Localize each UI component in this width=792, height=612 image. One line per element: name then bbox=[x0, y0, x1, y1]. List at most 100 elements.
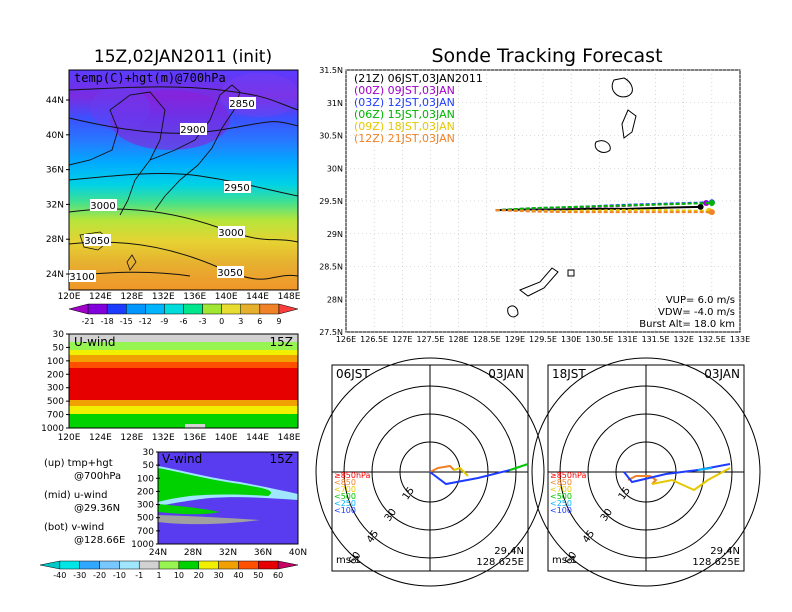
hodograph-trace bbox=[453, 466, 469, 477]
x-tick-label: 36N bbox=[254, 548, 272, 558]
x-tick-label: 144E bbox=[246, 292, 269, 302]
hodograph-trace bbox=[429, 464, 455, 473]
v-wind-panel bbox=[158, 452, 298, 544]
y-tick-label: 29.5N bbox=[319, 197, 343, 206]
note-bot: (bot) v-wind bbox=[44, 522, 104, 533]
level-legend-entry: <500 bbox=[334, 492, 356, 501]
y-tick-label: 50 bbox=[53, 343, 65, 353]
y-tick-label: 27.5N bbox=[319, 328, 343, 337]
x-tick-label: 120E bbox=[58, 433, 81, 443]
y-tick-label: 30N bbox=[327, 164, 343, 173]
x-tick-label: 128E bbox=[448, 335, 468, 344]
x-tick-label: 124E bbox=[89, 292, 112, 302]
x-tick-label: 128E bbox=[120, 292, 143, 302]
y-tick-label: 30 bbox=[143, 448, 155, 458]
colorbar-swatch bbox=[164, 303, 184, 315]
hodograph-time: 18JST bbox=[552, 367, 586, 381]
u-wind-title: U-wind bbox=[74, 335, 115, 349]
wind-colorbar-swatch bbox=[79, 560, 100, 570]
wind-colorbar-swatch bbox=[158, 560, 180, 570]
y-tick-label: 200 bbox=[47, 370, 64, 380]
x-tick-label: 126E bbox=[336, 335, 356, 344]
track-endpoint bbox=[708, 199, 715, 206]
hodograph-ring bbox=[315, 357, 545, 587]
note-mid-level: @29.36N bbox=[74, 503, 120, 514]
wind-colorbar-tick-label: -20 bbox=[93, 571, 106, 580]
y-tick-label: 300 bbox=[47, 384, 64, 394]
wind-colorbar-tick-label: 50 bbox=[253, 571, 263, 580]
colorbar-tick-label: -9 bbox=[160, 317, 168, 326]
level-legend-entry: <250 bbox=[550, 499, 572, 508]
y-tick-label: 28N bbox=[327, 295, 343, 304]
note-up-level: @700hPa bbox=[74, 471, 121, 482]
u-wind-time: 15Z bbox=[270, 335, 294, 349]
x-tick-label: 120E bbox=[58, 292, 81, 302]
level-legend-entry: <250 bbox=[334, 499, 356, 508]
contour-label: 3100 bbox=[69, 272, 94, 283]
y-tick-label: 1000 bbox=[41, 424, 64, 434]
contour-label: 3050 bbox=[84, 236, 109, 247]
colorbar-swatch bbox=[202, 303, 222, 315]
legend-entry: (06Z) 15JST,03JAN bbox=[354, 108, 455, 121]
legend-entry: (09Z) 18JST,03JAN bbox=[354, 120, 455, 133]
colorbar-swatch bbox=[145, 303, 165, 315]
hodograph-date: 03JAN bbox=[488, 367, 524, 381]
y-tick-label: 50 bbox=[143, 461, 155, 471]
x-tick-label: 124E bbox=[89, 433, 112, 443]
x-tick-label: 136E bbox=[183, 292, 206, 302]
x-tick-label: 148E bbox=[278, 292, 301, 302]
contour-label: 3000 bbox=[90, 201, 115, 212]
colorbar-swatch bbox=[126, 303, 146, 315]
legend-entry: (21Z) 06JST,03JAN2011 bbox=[354, 72, 483, 85]
y-tick-label: 30 bbox=[53, 330, 65, 340]
x-tick-label: 127.5E bbox=[416, 335, 444, 344]
y-tick-label: 30.5N bbox=[319, 132, 343, 141]
colorbar-swatch bbox=[221, 303, 241, 315]
y-tick-label: 28.5N bbox=[319, 263, 343, 272]
hodograph-ring bbox=[531, 357, 761, 587]
y-tick-label: 1000 bbox=[131, 540, 154, 550]
y-tick-label: 36N bbox=[46, 166, 64, 176]
colorbar-tick-label: -6 bbox=[180, 317, 188, 326]
wind-colorbar-swatch bbox=[39, 560, 61, 570]
x-tick-label: 127E bbox=[392, 335, 412, 344]
u-wind-panel bbox=[69, 334, 298, 428]
y-tick-label: 300 bbox=[137, 501, 154, 511]
level-legend-entry: <100 bbox=[550, 506, 572, 515]
wind-colorbar-tick-label: -40 bbox=[53, 571, 66, 580]
wind-colorbar-swatch bbox=[178, 560, 200, 570]
track-info-vup: VUP= 6.0 m/s bbox=[666, 295, 735, 306]
track-title: Sonde Tracking Forecast bbox=[431, 45, 662, 67]
colorbar-tick-label: -18 bbox=[101, 317, 114, 326]
hodograph-lon: 128.625E bbox=[692, 557, 740, 568]
wind-colorbar-tick-label: 60 bbox=[273, 571, 283, 580]
map-title: 15Z,02JAN2011 (init) bbox=[94, 47, 272, 67]
y-tick-label: 40N bbox=[46, 131, 64, 141]
x-tick-label: 128E bbox=[120, 433, 143, 443]
y-tick-label: 31N bbox=[327, 99, 343, 108]
y-tick-label: 100 bbox=[47, 357, 64, 367]
x-tick-label: 136E bbox=[183, 433, 206, 443]
hodograph-trace bbox=[651, 467, 731, 492]
x-tick-label: 140E bbox=[215, 433, 238, 443]
wind-colorbar-swatch bbox=[218, 560, 239, 570]
x-tick-label: 130E bbox=[561, 335, 581, 344]
wind-colorbar-tick-label: 20 bbox=[194, 571, 204, 580]
level-legend-entry: <100 bbox=[334, 506, 356, 515]
wind-colorbar-tick-label: -30 bbox=[73, 571, 86, 580]
wind-colorbar-tick-label: 40 bbox=[233, 571, 243, 580]
legend-entry: (12Z) 21JST,03JAN bbox=[354, 132, 455, 145]
hodograph-trace bbox=[627, 475, 658, 485]
x-tick-label: 133E bbox=[730, 335, 750, 344]
x-tick-label: 132E bbox=[152, 433, 175, 443]
y-tick-label: 44N bbox=[46, 96, 64, 106]
x-tick-label: 131.5E bbox=[642, 335, 670, 344]
note-mid: (mid) u-wind bbox=[44, 490, 107, 501]
colorbar-swatch bbox=[278, 303, 299, 315]
wind-colorbar-tick-label: 10 bbox=[174, 571, 184, 580]
y-tick-label: 200 bbox=[137, 487, 154, 497]
wind-colorbar-tick-label: -1 bbox=[135, 571, 143, 580]
islands bbox=[507, 77, 637, 318]
contour-label: 3050 bbox=[217, 268, 242, 279]
wind-colorbar-swatch bbox=[198, 560, 219, 570]
